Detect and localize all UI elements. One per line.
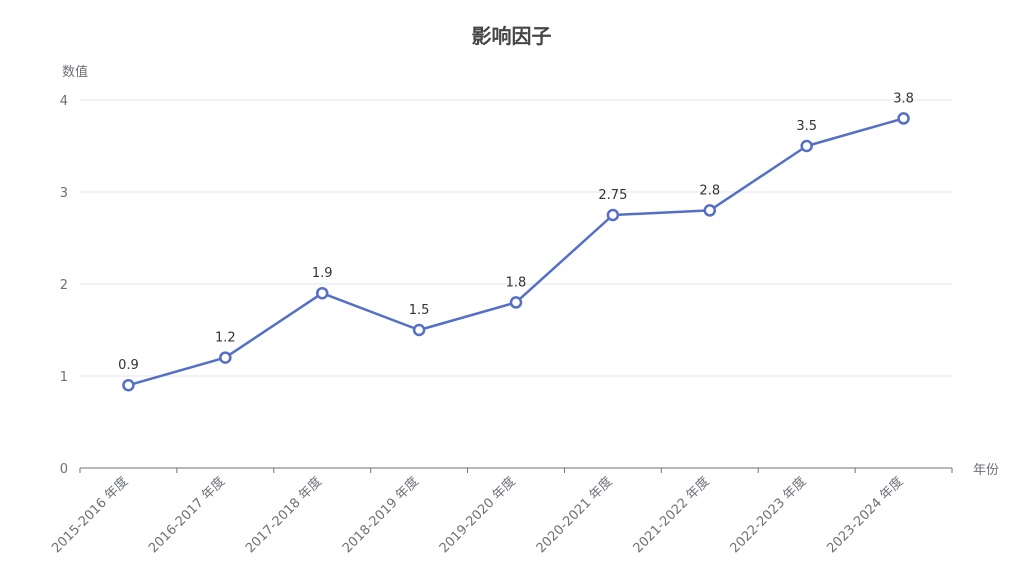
x-tick-label: 2016-2017 年度 [145,474,228,557]
data-point [412,323,426,337]
y-axis-title: 数值 [62,64,88,80]
x-tick-label: 2021-2022 年度 [630,474,713,557]
data-point [509,296,523,309]
data-label: 1.8 [506,275,527,290]
data-label: 3.5 [796,119,817,134]
y-tick-label: 2 [60,278,68,293]
data-label: 3.8 [893,91,914,106]
data-point [606,208,620,222]
y-tick-label: 0 [60,462,68,477]
data-point [897,112,910,125]
data-label: 0.9 [118,358,139,373]
x-tick-label: 2020-2021 年度 [533,474,616,557]
data-label: 1.5 [409,303,430,318]
chart-title: 影响因子 [471,24,552,48]
x-tick-label: 2023-2024 年度 [824,474,907,557]
data-label: 2.8 [699,183,720,198]
x-axis-title: 年份 [973,463,999,478]
data-label: 1.2 [215,331,236,346]
data-label: 1.9 [312,266,333,281]
y-tick-label: 4 [60,94,68,109]
data-point [315,286,329,300]
y-tick-label: 3 [60,186,68,201]
data-point [800,139,813,153]
data-label: 2.75 [598,188,627,203]
x-tick-label: 2017-2018 年度 [242,474,325,557]
series-line [128,117,904,387]
x-tick-label: 2022-2023 年度 [727,474,810,557]
x-tick-label: 2019-2020 年度 [436,474,519,557]
data-point [703,204,717,217]
x-tick-label: 2018-2019 年度 [339,474,422,557]
y-tick-label: 1 [60,370,68,385]
data-point [122,378,135,392]
x-tick-label: 2015-2016 年度 [49,474,132,557]
data-point [219,351,232,364]
